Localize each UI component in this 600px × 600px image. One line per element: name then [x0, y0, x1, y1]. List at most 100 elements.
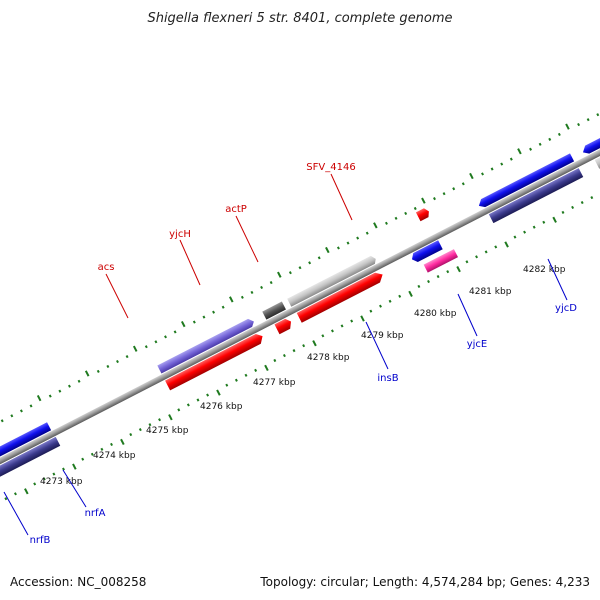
minor-tick [164, 335, 167, 339]
minor-tick [446, 270, 450, 274]
major-tick [360, 315, 365, 322]
minor-tick [561, 210, 565, 214]
minor-tick [154, 340, 158, 344]
gene-label-actP: actP [225, 204, 247, 215]
major-tick [24, 488, 29, 495]
minor-tick [571, 205, 575, 210]
feature-nrfA-gene [0, 436, 61, 485]
leader-line [235, 215, 259, 263]
minor-tick [148, 423, 152, 427]
gene-labels-top: acs yjcH actP SFV_4146 [98, 162, 356, 319]
minor-tick [244, 373, 248, 377]
feature-yjcE-gene [488, 168, 584, 224]
minor-tick [250, 290, 254, 294]
major-tick [36, 395, 42, 402]
tick-label: 4282 kbp [523, 265, 566, 275]
minor-tick [192, 320, 196, 324]
minor-tick [177, 408, 181, 412]
minor-tick [144, 345, 148, 349]
minor-tick [509, 157, 513, 161]
major-tick [264, 364, 269, 372]
minor-tick [186, 403, 190, 407]
minor-tick [106, 364, 110, 369]
minor-tick [590, 196, 594, 200]
major-tick [120, 438, 125, 446]
minor-tick [350, 319, 354, 323]
feature-yjcH-cds [262, 301, 286, 320]
minor-tick [221, 305, 225, 309]
minor-tick [529, 147, 532, 151]
leader-line [179, 239, 201, 286]
major-tick [325, 246, 330, 254]
minor-tick [500, 162, 504, 166]
minor-tick [42, 477, 46, 481]
minor-tick [77, 379, 81, 383]
minor-tick [260, 285, 264, 290]
tick-label: 4274 kbp [93, 451, 136, 461]
major-tick [216, 389, 221, 396]
minor-tick [417, 284, 421, 289]
tick-label: 4278 kbp [307, 353, 350, 363]
minor-tick [96, 369, 100, 373]
major-tick [408, 290, 413, 297]
minor-tick [292, 349, 296, 353]
major-tick [312, 340, 317, 347]
minor-tick [580, 200, 584, 205]
minor-tick [484, 250, 488, 254]
major-tick [229, 296, 234, 303]
minor-tick [206, 393, 210, 397]
minor-tick [254, 368, 258, 372]
tick-label: 4275 kbp [146, 426, 189, 436]
minor-tick [465, 260, 469, 264]
minor-tick [202, 315, 206, 319]
minor-tick [336, 246, 340, 250]
minor-tick [29, 404, 33, 408]
minor-tick [10, 414, 14, 418]
feature-insB-cds [411, 240, 443, 263]
minor-tick [384, 221, 388, 225]
minor-tick [596, 113, 600, 117]
minor-tick [110, 442, 113, 446]
minor-tick [14, 492, 17, 496]
major-tick [84, 370, 90, 377]
feature-actP-cds [287, 255, 376, 307]
tick-label: 4281 kbp [469, 287, 512, 297]
feature-acs-cds [157, 318, 254, 374]
minor-tick [442, 192, 446, 196]
leader-line [457, 293, 478, 337]
minor-tick [273, 358, 277, 363]
minor-tick [302, 344, 306, 348]
minor-tick [138, 428, 142, 432]
leader-line [105, 273, 129, 319]
leader-line [330, 173, 353, 221]
minor-tick [494, 245, 498, 249]
minor-tick [404, 211, 408, 215]
minor-tick [557, 132, 561, 137]
minor-tick [282, 353, 286, 358]
minor-tick [427, 279, 430, 284]
gene-label-yjcD: yjcD [555, 303, 577, 314]
minor-tick [58, 389, 62, 393]
tick-label: 4276 kbp [200, 402, 243, 412]
feature-SFV_4146-gene [415, 208, 429, 222]
minor-tick [196, 398, 200, 402]
minor-tick [365, 231, 369, 235]
minor-tick [398, 294, 402, 298]
minor-tick [532, 225, 536, 229]
minor-tick [116, 359, 119, 364]
minor-tick [90, 452, 94, 456]
minor-tick [81, 457, 85, 461]
minor-tick [125, 355, 129, 359]
tick-label: 4280 kbp [414, 309, 457, 319]
minor-tick [413, 206, 417, 211]
minor-tick [340, 324, 344, 328]
minor-tick [212, 310, 216, 314]
major-tick [504, 241, 509, 248]
minor-tick [388, 299, 392, 303]
major-tick [421, 197, 426, 204]
gene-label-acs: acs [98, 262, 115, 273]
gene-label-insB: insB [377, 373, 398, 384]
gene-label-yjcE: yjcE [467, 339, 488, 350]
genome-diagram: 4273 kbp 4274 kbp 4275 kbp 4276 kbp 4277… [0, 91, 600, 546]
